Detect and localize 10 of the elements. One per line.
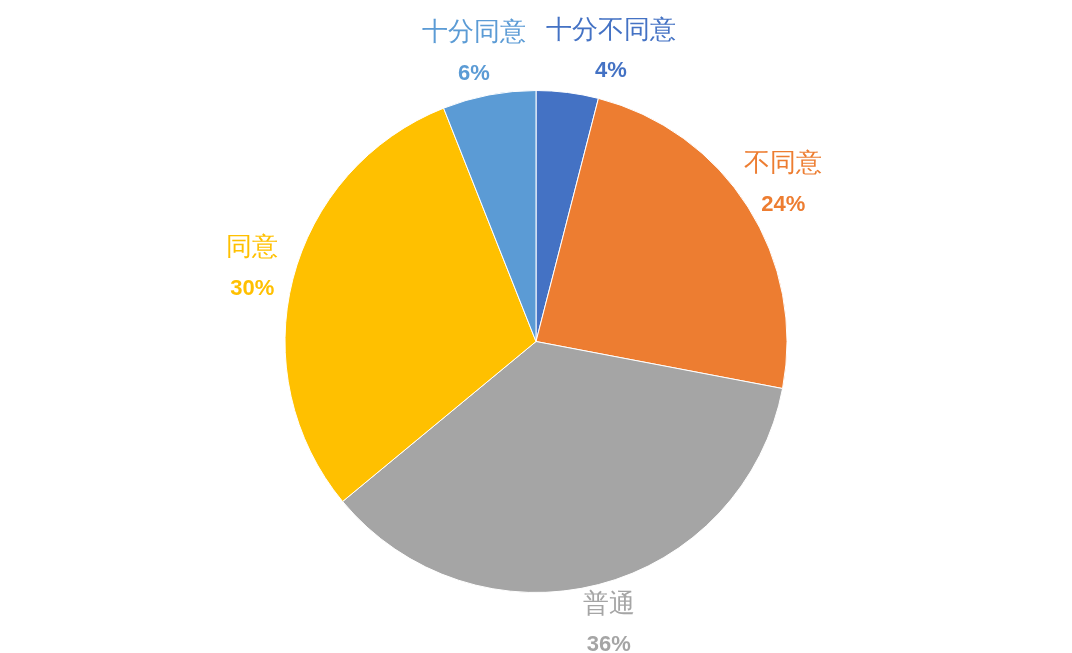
slice-label: 十分不同意 (546, 13, 676, 44)
data-label: 4% (595, 56, 627, 82)
slice-label: 十分同意 (422, 16, 526, 47)
slice-label: 普通 (582, 588, 635, 619)
data-label: 6% (458, 59, 490, 85)
slice-label: 不同意 (744, 147, 823, 178)
slice-label: 同意 (226, 231, 279, 262)
data-label: 30% (230, 274, 275, 300)
data-label: 36% (586, 631, 631, 653)
data-label: 24% (761, 190, 806, 216)
